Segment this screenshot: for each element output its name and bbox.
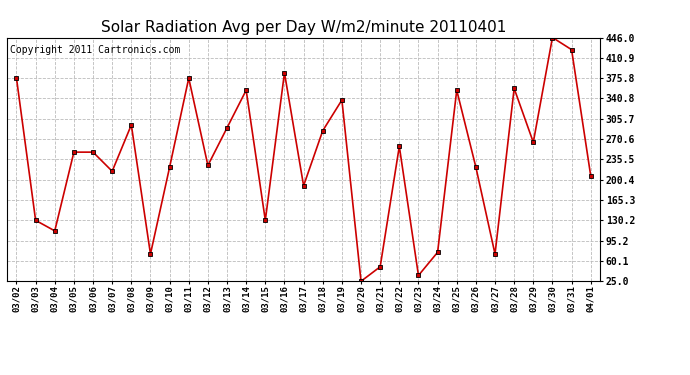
Title: Solar Radiation Avg per Day W/m2/minute 20110401: Solar Radiation Avg per Day W/m2/minute … bbox=[101, 20, 506, 35]
Text: Copyright 2011 Cartronics.com: Copyright 2011 Cartronics.com bbox=[10, 45, 180, 55]
